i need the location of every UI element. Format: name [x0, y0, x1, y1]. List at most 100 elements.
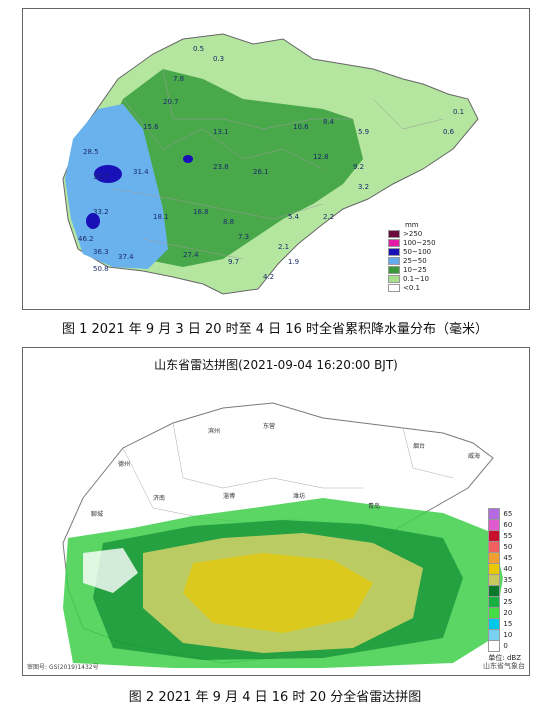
station-value: 3.2 — [358, 183, 369, 191]
radar-legend: 65 60 55 50 45 40 35 30 25 20 15 10 0 单位: dBZ — [488, 507, 521, 663]
station-value: 5.9 — [358, 128, 369, 136]
legend-row: 0.1~10 — [388, 274, 436, 283]
legend-label: <0.1 — [403, 283, 420, 292]
radar-legend-row: 0 — [488, 639, 521, 652]
radar-legend-row: 35 — [488, 573, 521, 586]
station-value: 2.2 — [323, 213, 334, 221]
legend-swatch — [388, 229, 400, 238]
station-value: 16.8 — [193, 208, 209, 216]
radar-legend-label: 45 — [503, 553, 513, 562]
legend-label: 0.1~10 — [403, 274, 429, 283]
city-label: 德州 — [118, 460, 130, 468]
legend-swatch — [388, 265, 400, 274]
station-value: 0.6 — [443, 128, 455, 136]
radar-legend-row: 40 — [488, 562, 521, 575]
radar-legend-row: 20 — [488, 606, 521, 619]
station-value: 46.2 — [78, 235, 94, 243]
radar-title: 山东省雷达拼图(2021-09-04 16:20:00 BJT) — [154, 358, 398, 372]
radar-legend-row: 25 — [488, 595, 521, 608]
county-borders — [112, 68, 444, 260]
station-value: 8.4 — [323, 118, 335, 126]
station-value: 0.5 — [193, 45, 204, 53]
station-value: 36.3 — [93, 248, 109, 256]
station-value: 20.7 — [163, 98, 179, 106]
legend-label: 25~50 — [403, 256, 427, 265]
rainfall-map-figure: 0.5 0.3 7.8 20.7 15.6 13.1 10.6 8.4 5.9 0.1 0.6 28.… — [22, 8, 530, 310]
city-label: 威海 — [468, 452, 480, 460]
map-review-number: 审图号: GS(2019)1432号 — [27, 664, 99, 671]
legend-row: 25~50 — [388, 256, 436, 265]
city-label: 聊城 — [91, 510, 103, 518]
station-value: 1.9 — [288, 258, 299, 266]
station-value: 7.3 — [238, 233, 249, 241]
echo-white-gap — [83, 548, 138, 593]
radar-legend-label: 0 — [503, 641, 508, 650]
radar-map-figure: 山东省雷达拼图(2021-09-04 16:20:00 BJT) 滨州 东营 烟台威… — [22, 347, 530, 676]
legend-row: 50~100 — [388, 247, 436, 256]
city-label: 东营 — [263, 422, 275, 430]
city-label: 济南 — [153, 494, 165, 502]
radar-legend-label: 15 — [503, 619, 513, 628]
radar-legend-label: 50 — [503, 542, 513, 551]
radar-legend-row: 15 — [488, 617, 521, 630]
station-values: 0.5 0.3 7.8 20.7 15.6 13.1 10.6 8.4 5.9 0.1 0.6 28.… — [78, 45, 464, 281]
city-label: 滨州 — [208, 427, 220, 435]
legend-swatch — [388, 256, 400, 265]
station-value: 0.1 — [453, 108, 464, 116]
station-value: 18.1 — [153, 213, 169, 221]
legend-row: <0.1 — [388, 283, 436, 292]
radar-legend-label: 55 — [503, 531, 513, 540]
station-value: 33.2 — [93, 208, 109, 216]
radar-legend-label: 65 — [503, 509, 513, 518]
radar-unit: 单位: dBZ — [488, 654, 521, 662]
radar-legend-label: 10 — [503, 630, 513, 639]
station-value: 12.8 — [313, 153, 329, 161]
station-value: 8.8 — [223, 218, 234, 226]
legend-unit: mm — [404, 221, 419, 229]
legend-swatch — [388, 283, 400, 292]
station-value: 31.4 — [133, 168, 149, 176]
zone-50-100 — [86, 213, 100, 229]
station-value: 9.7 — [228, 258, 239, 266]
city-label: 青岛 — [368, 502, 380, 510]
radar-legend-row: 55 — [488, 529, 521, 542]
legend-swatch — [388, 274, 400, 283]
radar-legend-row: 45 — [488, 551, 521, 564]
legend-swatch — [388, 238, 400, 247]
radar-legend-row: 60 — [488, 518, 521, 531]
radar-legend-row: 50 — [488, 540, 521, 553]
legend-row: 100~250 — [388, 238, 436, 247]
radar-legend-label: 40 — [503, 564, 513, 573]
zone-50-100 — [94, 165, 122, 183]
radar-credit: 山东省气象台 — [483, 662, 525, 670]
legend-swatch — [388, 247, 400, 256]
legend-row: >250 — [388, 229, 436, 238]
radar-legend-label: 35 — [503, 575, 513, 584]
radar-legend-label: 30 — [503, 586, 513, 595]
station-value: 37.4 — [118, 253, 134, 261]
station-value: 10.6 — [293, 123, 309, 131]
station-value: 13.1 — [213, 128, 229, 136]
station-value: 5.4 — [288, 213, 300, 221]
zone-50-100 — [183, 155, 193, 163]
radar-legend-swatch — [488, 639, 501, 652]
radar-legend-label: 60 — [503, 520, 513, 529]
echo-yellow-core — [183, 553, 373, 633]
radar-legend-row: 30 — [488, 584, 521, 597]
legend-label: 50~100 — [403, 247, 432, 256]
city-label: 潍坊 — [293, 492, 305, 500]
station-value: 27.4 — [183, 251, 199, 259]
station-value: 9.2 — [353, 163, 364, 171]
legend-label: 100~250 — [403, 238, 436, 247]
figure1-caption: 图 1 2021 年 9 月 3 日 20 时至 4 日 16 时全省累积降水量… — [62, 322, 488, 337]
rainfall-map: 0.5 0.3 7.8 20.7 15.6 13.1 10.6 8.4 5.9 0.1 0.6 28.… — [62, 33, 479, 295]
radar-legend-label: 25 — [503, 597, 513, 606]
station-value: 7.8 — [173, 75, 184, 83]
station-value: 23.8 — [213, 163, 229, 171]
station-value: 0.3 — [213, 55, 224, 63]
station-value: 32.7 — [93, 173, 109, 181]
rainfall-legend: mm >250 100~250 50~100 25~50 10~25 0.1~10 <0.1 — [388, 221, 436, 292]
station-value: 2.1 — [278, 243, 289, 251]
